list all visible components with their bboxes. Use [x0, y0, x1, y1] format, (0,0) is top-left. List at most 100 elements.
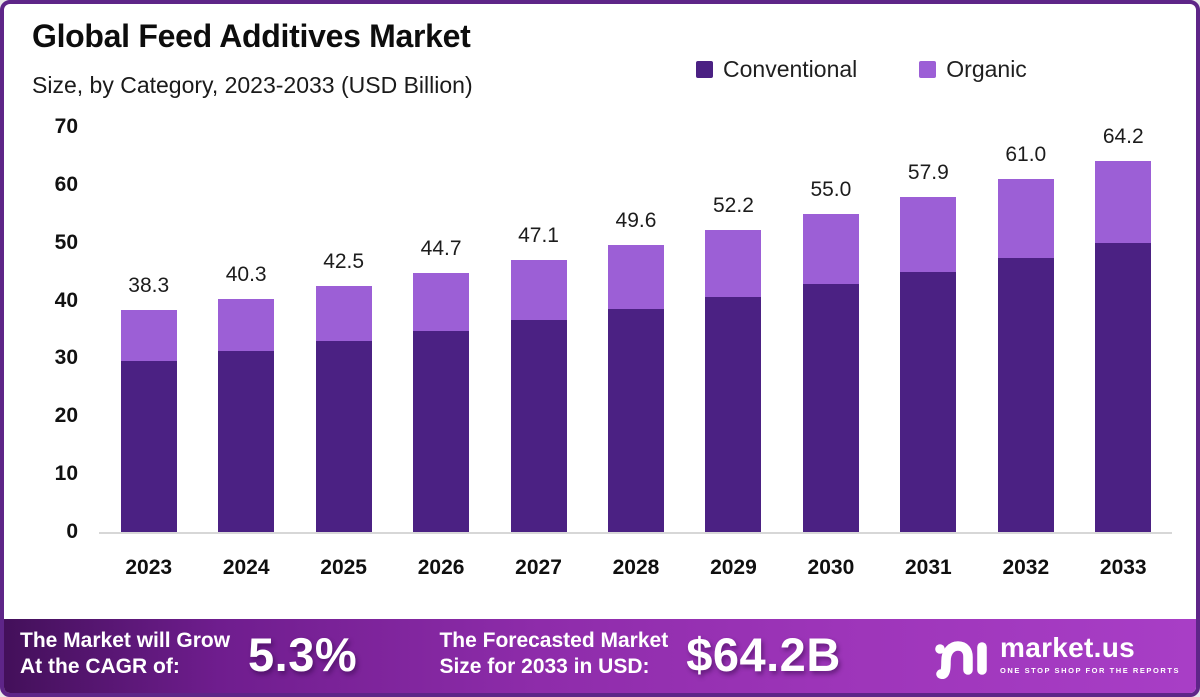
bar-segment-conventional[interactable]: [315, 341, 372, 532]
bar-segment-organic[interactable]: [413, 273, 470, 332]
bar-segment-conventional[interactable]: [120, 360, 177, 532]
bar-total-label: 42.5: [323, 250, 365, 274]
bar-total-label: 64.2: [1102, 124, 1144, 148]
bar-stack[interactable]: [802, 213, 859, 532]
y-tick-label: 0: [66, 520, 78, 543]
bar-segment-conventional[interactable]: [218, 350, 275, 532]
legend-swatch-conventional: [696, 61, 713, 78]
y-tick-label: 40: [54, 288, 78, 312]
bars: 38.3 2023 40.3 2024 42.5 2025 44.7 2026 47.1 2027…: [100, 124, 1172, 579]
bar-stack[interactable]: [607, 245, 664, 532]
banner: The Market will Grow At the CAGR of: 5.3…: [4, 619, 1196, 693]
bar-total-label: 44.7: [420, 237, 462, 261]
x-axis-line: [99, 532, 1172, 534]
x-axis-label: 2027: [515, 556, 562, 579]
bar-segment-organic[interactable]: [607, 245, 664, 310]
bar-stack[interactable]: [510, 259, 567, 532]
x-axis-label: 2031: [904, 556, 952, 579]
bar-segment-conventional[interactable]: [802, 284, 859, 532]
cagr-label: The Market will Grow At the CAGR of:: [20, 628, 230, 679]
bar-total-label: 47.1: [518, 223, 559, 247]
bar-segment-conventional[interactable]: [413, 331, 470, 532]
marketus-logo-icon: [935, 641, 987, 679]
bar-total-label: 55.0: [810, 177, 852, 201]
bar-segment-conventional[interactable]: [900, 271, 957, 532]
bar-stack[interactable]: [1095, 160, 1152, 532]
legend: Conventional Organic: [696, 56, 1027, 83]
x-axis-label: 2025: [320, 556, 367, 579]
bar-column: 57.9 2031: [880, 127, 977, 579]
marketus-tagline: ONE STOP SHOP FOR THE REPORTS: [1000, 665, 1181, 675]
forecast-label-line2: Size for 2033 in USD:: [439, 655, 650, 678]
bar-segment-organic[interactable]: [802, 213, 859, 285]
legend-item-conventional: Conventional: [696, 56, 857, 83]
bar-segment-organic[interactable]: [315, 286, 372, 342]
bar-segment-conventional[interactable]: [997, 258, 1054, 532]
forecast-label: The Forecasted Market Size for 2033 in U…: [439, 628, 668, 679]
y-axis: 0 10 20 30 40 50 60 70: [4, 115, 78, 543]
x-axis-label: 2024: [222, 556, 270, 579]
bar-column: 40.3 2024: [197, 127, 294, 579]
bar-segment-conventional[interactable]: [705, 297, 762, 532]
bar-segment-organic[interactable]: [705, 230, 762, 298]
marketus-logo-text-block: market.us ONE STOP SHOP FOR THE REPORTS: [1000, 631, 1181, 675]
bar-segment-organic[interactable]: [997, 179, 1054, 259]
x-axis-label: 2026: [417, 556, 465, 579]
bar-total-label: 38.3: [128, 274, 170, 298]
legend-label-conventional: Conventional: [723, 56, 858, 82]
subtitle: Size, by Category, 2023-2033 (USD Billio…: [32, 72, 473, 98]
x-axis-label: 2029: [710, 556, 757, 579]
bar-stack[interactable]: [218, 298, 275, 532]
bar-segment-conventional[interactable]: [510, 320, 567, 532]
bar-stack[interactable]: [120, 310, 177, 532]
bar-total-label: 49.6: [615, 209, 657, 233]
bar-column: 42.5 2025: [295, 127, 392, 579]
bar-stack[interactable]: [705, 230, 762, 532]
bar-column: 52.2 2029: [685, 127, 782, 579]
cagr-label-line1: The Market will Grow: [20, 629, 231, 653]
bar-column: 49.6 2028: [587, 127, 684, 579]
x-axis-label: 2030: [807, 556, 855, 579]
bar-column: 44.7 2026: [392, 127, 489, 579]
cagr-value: 5.3%: [248, 627, 358, 681]
marketus-wordmark: market.us: [1000, 631, 1136, 663]
bar-stack[interactable]: [315, 286, 372, 532]
legend-item-organic: Organic: [919, 56, 1027, 83]
cagr-label-line2: At the CAGR of:: [20, 655, 180, 678]
x-axis-label: 2028: [612, 556, 660, 579]
x-axis-label: 2023: [125, 556, 173, 579]
legend-swatch-organic: [919, 61, 937, 78]
bar-total-label: 61.0: [1005, 143, 1047, 167]
bar-column: 64.2 2033: [1075, 124, 1172, 579]
x-axis-label: 2032: [1002, 556, 1050, 579]
bar-segment-conventional[interactable]: [1095, 243, 1152, 532]
bar-stack[interactable]: [900, 197, 957, 532]
legend-label-organic: Organic: [946, 56, 1027, 82]
bar-total-label: 40.3: [225, 262, 267, 286]
bar-total-label: 57.9: [907, 161, 949, 185]
bar-segment-organic[interactable]: [900, 197, 957, 272]
y-tick-label: 50: [54, 230, 78, 254]
bar-column: 47.1 2027: [490, 127, 587, 579]
y-tick-label: 70: [54, 115, 78, 138]
bar-total-label: 52.2: [713, 194, 754, 217]
bar-column: 61.0 2032: [977, 127, 1074, 579]
y-tick-label: 60: [54, 172, 78, 196]
bar-column: 38.3 2023: [100, 127, 197, 579]
bar-stack[interactable]: [413, 273, 470, 532]
bar-segment-organic[interactable]: [1095, 160, 1152, 244]
forecast-value: $64.2B: [686, 627, 841, 681]
bar-segment-organic[interactable]: [120, 310, 177, 361]
x-axis-label: 2033: [1099, 556, 1147, 579]
bar-segment-organic[interactable]: [218, 298, 275, 351]
bar-stack[interactable]: [997, 179, 1054, 532]
bar-column: 55.0 2030: [782, 127, 879, 579]
bar-segment-conventional[interactable]: [607, 309, 664, 532]
bar-segment-organic[interactable]: [510, 259, 567, 321]
page-title: Global Feed Additives Market: [32, 18, 471, 54]
forecast-label-line1: The Forecasted Market: [439, 629, 669, 653]
y-tick-label: 30: [54, 346, 78, 370]
marketus-logo[interactable]: market.us ONE STOP SHOP FOR THE REPORTS: [933, 629, 1180, 679]
y-tick-label: 20: [54, 404, 78, 428]
